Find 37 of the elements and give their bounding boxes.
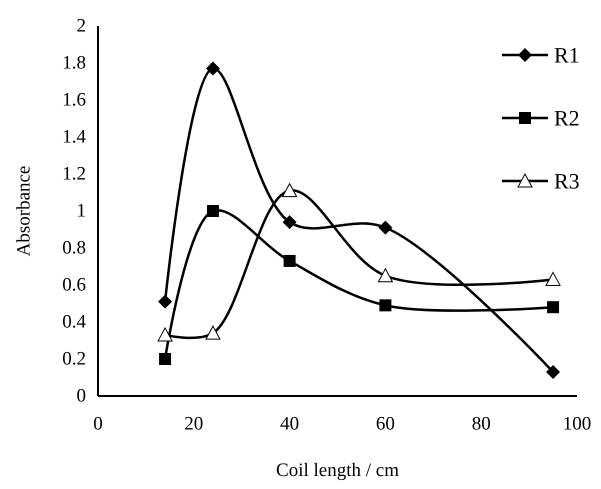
y-tick-label: 1.6: [62, 90, 86, 110]
y-tick-label: 0.6: [62, 274, 86, 296]
y-tick-label: 1.4: [62, 126, 86, 148]
x-tick-label: 20: [184, 414, 204, 434]
y-tick-label: 0.4: [62, 312, 86, 332]
point: [379, 299, 392, 312]
y-tick-label: 0.8: [62, 238, 86, 258]
x-tick-label: 100: [562, 414, 592, 434]
legend-label: R2: [554, 106, 580, 130]
legend-label: R1: [554, 42, 580, 68]
y-tick-label: 2: [76, 16, 86, 36]
point: [378, 268, 393, 282]
y-tick-label: 0: [76, 386, 86, 406]
legend-label: R3: [554, 168, 580, 194]
x-axis-title: Coil length / cm: [276, 460, 400, 481]
point: [282, 183, 298, 198]
point: [282, 215, 297, 230]
point: [158, 294, 172, 309]
point: [158, 327, 173, 342]
y-tick-label: 1.8: [62, 52, 86, 74]
point: [206, 205, 219, 217]
point: [546, 364, 560, 379]
x-tick-label: 40: [280, 414, 300, 434]
point: [547, 301, 560, 314]
point: [206, 62, 220, 76]
x-tick-label: 80: [472, 414, 491, 434]
x-tick-label: 0: [93, 414, 103, 434]
x-tick-label: 60: [376, 414, 395, 434]
y-tick-label: 0.2: [62, 348, 86, 370]
y-tick-label: 1.2: [62, 164, 86, 184]
point: [284, 254, 296, 267]
point: [205, 326, 220, 340]
point: [378, 220, 392, 235]
y-tick-label: 1: [76, 200, 86, 222]
y-axis-title: Absorbance: [14, 166, 34, 256]
point: [546, 272, 561, 286]
point: [159, 353, 172, 365]
